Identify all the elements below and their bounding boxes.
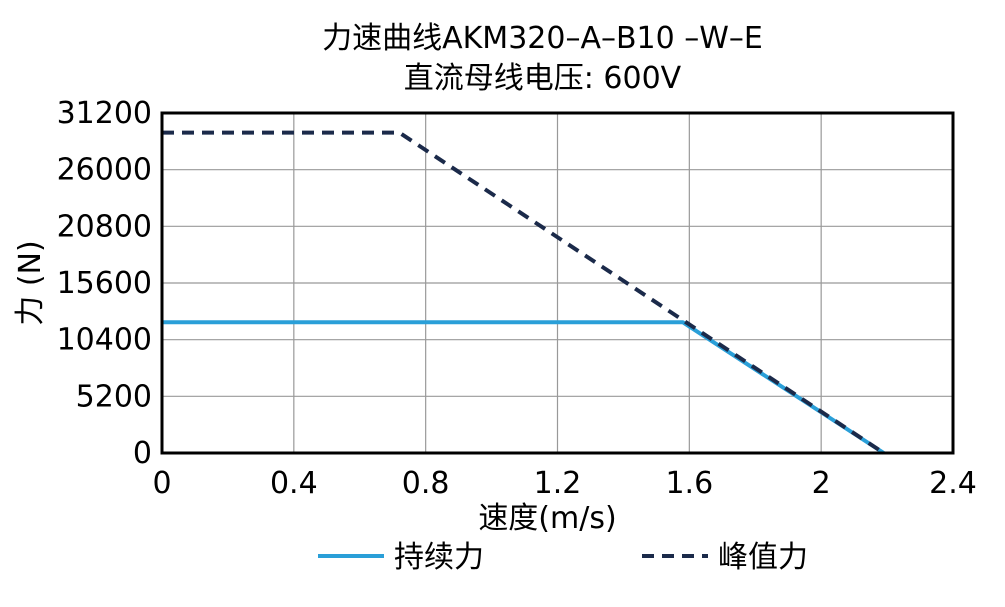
legend: 持续力 峰值力 bbox=[318, 540, 808, 575]
plot-frame bbox=[160, 111, 955, 455]
y-tick-label: 15600 bbox=[57, 266, 152, 301]
y-tick-label: 0 bbox=[133, 436, 152, 471]
x-tick-label: 0 bbox=[152, 466, 171, 501]
y-tick-labels: 0 5200 10400 15600 20800 26000 31200 bbox=[57, 96, 152, 471]
y-tick-label: 31200 bbox=[57, 96, 152, 131]
x-tick-label: 2.4 bbox=[929, 466, 977, 501]
x-tick-label: 1.2 bbox=[534, 466, 582, 501]
series-line-2 bbox=[162, 130, 885, 455]
y-tick-label: 5200 bbox=[76, 379, 152, 414]
x-tick-label: 0.4 bbox=[270, 466, 318, 501]
x-tick-label: 1.6 bbox=[665, 466, 713, 501]
y-tick-label: 26000 bbox=[57, 153, 152, 188]
x-tick-label: 2 bbox=[812, 466, 831, 501]
y-axis-label: 力 (N) bbox=[13, 240, 48, 325]
x-tick-labels: 0 0.4 0.8 1.2 1.6 2 2.4 bbox=[152, 466, 976, 501]
x-axis-label: 速度(m/s) bbox=[478, 501, 616, 536]
legend-label-1: 持续力 bbox=[394, 540, 484, 575]
series-line-1 bbox=[162, 320, 885, 455]
series-layer bbox=[162, 130, 885, 455]
legend-label-2: 峰值力 bbox=[718, 540, 808, 575]
y-tick-label: 10400 bbox=[57, 323, 152, 358]
chart-title: 力速曲线AKM320–A–B10 –W–E bbox=[322, 21, 763, 56]
chart-subtitle: 直流母线电压: 600V bbox=[403, 61, 682, 96]
y-tick-label: 20800 bbox=[57, 209, 152, 244]
grid-lines bbox=[161, 112, 954, 454]
x-tick-label: 0.8 bbox=[402, 466, 450, 501]
